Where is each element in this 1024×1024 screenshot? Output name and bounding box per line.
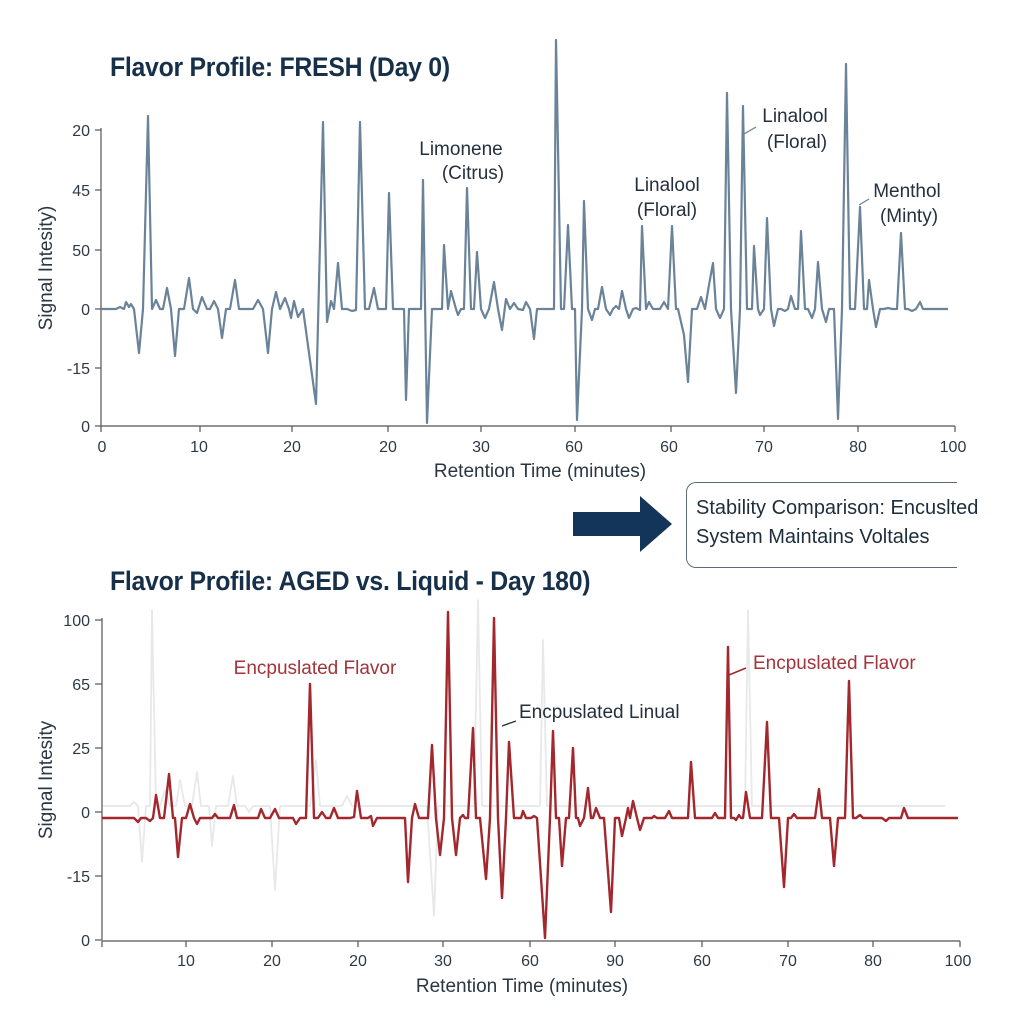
y-tick: 65 xyxy=(72,677,90,694)
x-tick: 60 xyxy=(660,439,678,456)
annotation-limonene-line2: (Citrus) xyxy=(442,163,504,184)
callout-line-1: Stability Comparison: Encuslted xyxy=(696,497,979,519)
x-tick: 80 xyxy=(849,439,867,456)
x-tick: 30 xyxy=(472,439,490,456)
x-tick: 10 xyxy=(177,953,195,970)
y-tick: 0 xyxy=(81,933,90,950)
x-tick: 30 xyxy=(434,953,452,970)
x-tick: 10 xyxy=(190,439,208,456)
y-tick: 0 xyxy=(81,805,90,822)
x-tick: 90 xyxy=(606,953,624,970)
bottom-y-axis xyxy=(95,618,103,941)
x-tick: 80 xyxy=(864,953,882,970)
x-tick: 20 xyxy=(283,439,301,456)
annotation-menthol-line1: Menthol xyxy=(873,181,941,202)
annotation-encapsulated-linual: Encpuslated Linual xyxy=(519,702,680,723)
x-tick: 0 xyxy=(98,439,107,456)
callout-line-2: System Maintains Voltales xyxy=(696,526,930,548)
annotation-limonene-line1: Limonene xyxy=(419,139,502,160)
bottom-x-tick-labels: 10 20 20 30 60 90 60 70 80 100 xyxy=(177,953,971,970)
y-tick: 0 xyxy=(81,419,90,436)
y-tick: -15 xyxy=(67,869,90,886)
x-tick: 60 xyxy=(565,439,583,456)
x-tick: 70 xyxy=(755,439,773,456)
y-tick: 50 xyxy=(72,243,90,260)
bottom-y-axis-label: Signal Intesity xyxy=(36,720,57,839)
top-x-axis-label: Retention Time (minutes) xyxy=(434,461,646,482)
stability-callout-box xyxy=(686,482,957,568)
annotation-linalool-1-line2: (Floral) xyxy=(637,200,697,221)
y-tick: 45 xyxy=(72,183,90,200)
top-y-axis-label: Signal Intesity) xyxy=(36,206,57,331)
top-y-tick-labels: 20 45 50 0 -15 0 xyxy=(67,123,90,436)
bottom-chart-title: Flavor Profile: AGED vs. Liquid - Day 18… xyxy=(110,566,591,596)
encapsulated-signal-line xyxy=(102,610,958,940)
y-tick: 100 xyxy=(63,613,90,630)
y-tick: 25 xyxy=(72,741,90,758)
bottom-x-axis xyxy=(101,940,961,947)
top-x-axis xyxy=(100,425,956,432)
top-y-axis xyxy=(95,128,102,427)
annotation-linalool-2-line2: (Floral) xyxy=(767,132,827,153)
y-tick: 0 xyxy=(81,302,90,319)
top-chart-title: Flavor Profile: FRESH (Day 0) xyxy=(110,52,450,82)
y-tick: -15 xyxy=(67,361,90,378)
x-tick: 60 xyxy=(693,953,711,970)
y-tick: 20 xyxy=(72,123,90,140)
x-tick: 100 xyxy=(945,953,972,970)
x-tick: 20 xyxy=(263,953,281,970)
annotation-encapsulated-flavor-1: Encpuslated Flavor xyxy=(234,658,397,679)
bottom-annotations: Encpuslated Flavor Encpuslated Linual En… xyxy=(234,653,916,727)
x-tick: 70 xyxy=(779,953,797,970)
bottom-y-tick-labels: 100 65 25 0 -15 0 xyxy=(63,613,90,950)
liquid-ghost-signal-line xyxy=(102,599,945,917)
annotation-menthol-line2: (Minty) xyxy=(880,206,938,227)
annotation-linalool-1-line1: Linalool xyxy=(634,175,700,196)
right-arrow-icon xyxy=(573,496,672,552)
x-tick: 60 xyxy=(521,953,539,970)
top-annotations: Limonene (Citrus) Linalool (Floral) Lina… xyxy=(419,106,941,227)
bottom-chart: 100 65 25 0 -15 0 Signal Intesity 10 20 … xyxy=(36,599,971,997)
x-tick: 100 xyxy=(940,439,967,456)
x-tick: 20 xyxy=(379,439,397,456)
bottom-x-axis-label: Retention Time (minutes) xyxy=(416,976,628,997)
stability-callout-text: Stability Comparison: Encuslted System M… xyxy=(696,494,978,552)
top-chart: 20 45 50 0 -15 0 Signal Intesity) 0 10 2… xyxy=(36,38,967,482)
annotation-encapsulated-flavor-2: Encpuslated Flavor xyxy=(753,653,916,674)
fresh-signal-line xyxy=(101,38,948,425)
top-x-tick-labels: 0 10 20 20 30 60 60 70 80 100 xyxy=(98,439,967,456)
annotation-linalool-2-line1: Linalool xyxy=(762,106,828,127)
x-tick: 20 xyxy=(349,953,367,970)
